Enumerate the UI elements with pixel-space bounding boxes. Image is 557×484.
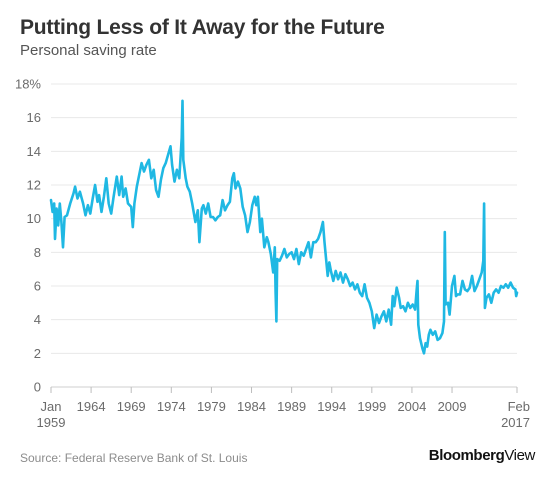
y-tick-label: 12 (27, 178, 41, 193)
x-tick-label-year: 1959 (37, 415, 66, 430)
y-tick-label: 18% (15, 77, 41, 92)
x-tick-label: 1999 (357, 399, 386, 414)
x-tick-label: 1974 (157, 399, 186, 414)
y-tick-label: 8 (34, 245, 41, 260)
x-tick-label: 1989 (277, 399, 306, 414)
brand-logo: BloombergView (428, 447, 536, 464)
chart-title: Putting Less of It Away for the Future (20, 16, 385, 39)
y-tick-label: 6 (34, 279, 41, 294)
x-tick-label: 1979 (197, 399, 226, 414)
x-tick-label: 1994 (317, 399, 346, 414)
brand-suffix: View (504, 447, 535, 464)
gridlines (51, 83, 517, 388)
brand-name: Bloomberg (428, 447, 505, 464)
x-tick-label-year: 2017 (501, 415, 530, 430)
y-tick-label: 14 (27, 144, 41, 159)
y-tick-label: 4 (34, 312, 41, 327)
y-tick-label: 16 (27, 110, 41, 125)
y-tick-label: 10 (27, 211, 41, 226)
x-tick-label: 1984 (237, 399, 266, 414)
x-tick-label: 2009 (438, 399, 467, 414)
series-line (49, 99, 519, 355)
x-tick-label: Jan (41, 399, 62, 414)
y-tick-label: 2 (34, 346, 41, 361)
x-tick-label: 2004 (397, 399, 426, 414)
x-tick-label: 1969 (117, 399, 146, 414)
y-tick-label: 0 (34, 380, 41, 395)
chart-subtitle: Personal saving rate (20, 42, 157, 59)
y-axis-ticks: 0 2 4 6 8 10 12 14 16 18% (15, 77, 41, 395)
source-note: Source: Federal Reserve Bank of St. Loui… (20, 451, 248, 465)
x-tick-label: 1964 (77, 399, 106, 414)
x-tick-label: Feb (508, 399, 530, 414)
